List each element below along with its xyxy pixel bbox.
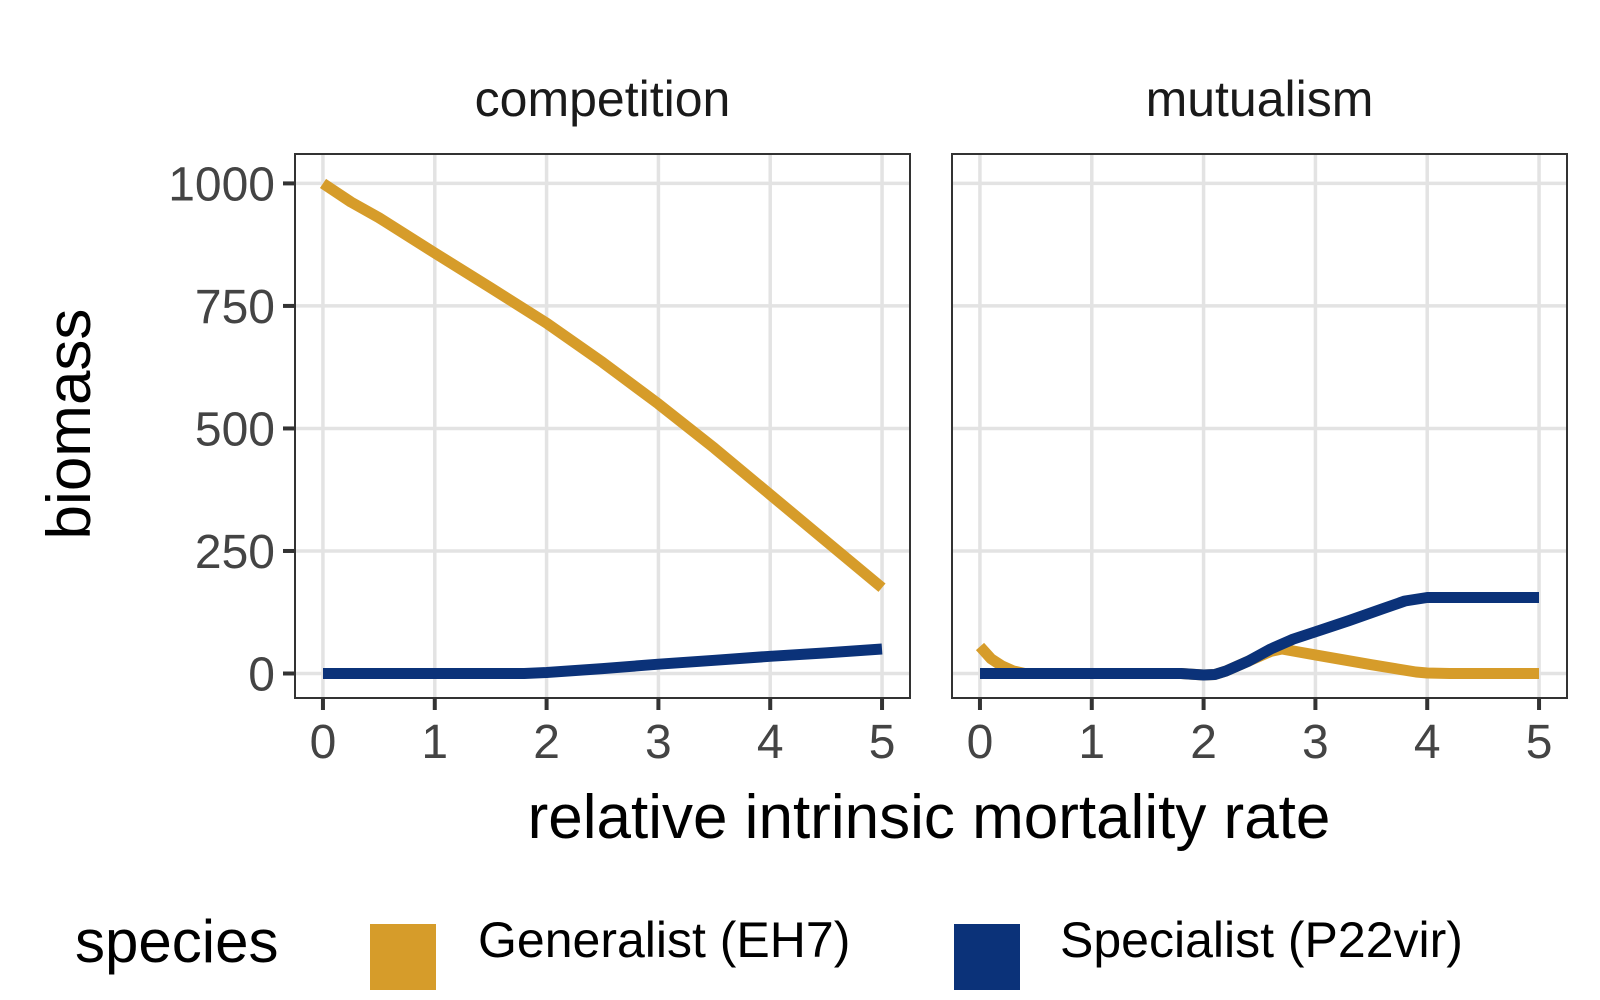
- x-tick-label: 5: [1526, 716, 1553, 769]
- x-tick-label: 0: [310, 716, 337, 769]
- x-tick-label: 3: [1302, 716, 1329, 769]
- panel-border: [951, 153, 1568, 699]
- x-tick-label: 3: [645, 716, 672, 769]
- y-tick-label: 250: [195, 526, 275, 579]
- panel-title: competition: [475, 71, 731, 127]
- x-tick-label: 2: [1190, 716, 1217, 769]
- panel-title: mutualism: [1146, 71, 1374, 127]
- y-tick-label: 0: [248, 648, 275, 701]
- panel-mutualism: mutualism 0 1 2 3 4 5: [951, 71, 1568, 769]
- series-line-specialist: [323, 643, 883, 679]
- x-axis-title: relative intrinsic mortality rate: [528, 783, 1331, 852]
- series-line-generalist: [319, 178, 886, 592]
- y-tick-label: 750: [195, 281, 275, 334]
- series-line-specialist: [980, 592, 1539, 681]
- legend-title: species: [75, 908, 278, 975]
- panel-competition: competition 0 1 2 3 4 5 0 250 500 750 1000: [168, 71, 911, 769]
- x-tick-label: 5: [869, 716, 896, 769]
- y-axis-title: biomass: [35, 309, 104, 540]
- x-tick-label: 1: [421, 716, 448, 769]
- legend-key-generalist: [370, 924, 436, 990]
- x-tick-label: 0: [967, 716, 994, 769]
- x-tick-label: 4: [757, 716, 784, 769]
- y-tick-label: 500: [195, 403, 275, 456]
- legend-label-generalist: Generalist (EH7): [478, 912, 850, 968]
- x-tick-label: 1: [1078, 716, 1105, 769]
- legend-key-specialist: [954, 924, 1020, 990]
- x-tick-label: 2: [533, 716, 560, 769]
- y-tick-label: 1000: [168, 158, 275, 211]
- legend: species Generalist (EH7) Specialist (P22…: [75, 908, 1463, 990]
- legend-label-specialist: Specialist (P22vir): [1060, 912, 1463, 968]
- panel-border: [294, 153, 911, 699]
- x-tick-label: 4: [1414, 716, 1441, 769]
